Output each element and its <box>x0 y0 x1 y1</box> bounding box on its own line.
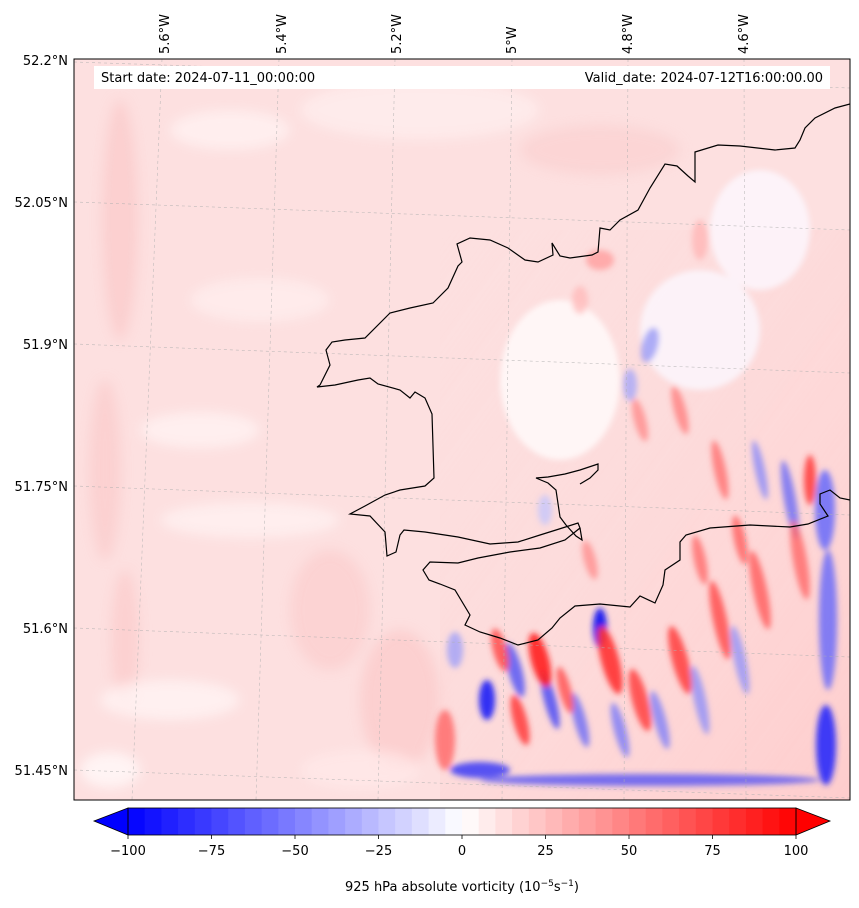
colorbar-segment <box>228 808 246 835</box>
colorbar-segment <box>712 808 730 835</box>
colorbar-segment <box>428 808 446 835</box>
lon-label-4-8w: 4.8°W <box>621 14 636 54</box>
colorbar-segment <box>612 808 630 835</box>
colorbar-segment <box>729 808 747 835</box>
lat-label-52-05n: 52.05°N <box>15 196 68 211</box>
colorbar-tick-label: −75 <box>198 844 225 859</box>
colorbar-segment <box>178 808 196 835</box>
colorbar-tick-label: 100 <box>784 844 809 859</box>
lat-label-52-2n: 52.2°N <box>23 54 68 69</box>
colorbar-title: 925 hPa absolute vorticity (10−5s−1) <box>345 879 579 895</box>
coastline <box>316 103 850 646</box>
colorbar-segment <box>395 808 413 835</box>
colorbar-segment <box>695 808 713 835</box>
colorbar-segment <box>311 808 329 835</box>
colorbar: −100 −75 −50 −25 0 25 50 75 100 925 hPa absolute… <box>92 807 832 895</box>
lat-label-51-75n: 51.75°N <box>15 480 68 495</box>
lat-label-51-9n: 51.9°N <box>23 338 68 353</box>
lat-label-51-6n: 51.6°N <box>23 622 68 637</box>
vorticity-field-streaks <box>435 170 837 786</box>
colorbar-segment <box>378 808 396 835</box>
colorbar-tick-label: 50 <box>621 844 638 859</box>
start-date-text: Start date: 2024-07-11_00:00:00 <box>101 71 315 86</box>
lon-label-5-6w: 5.6°W <box>158 14 173 54</box>
colorbar-segment <box>144 808 162 835</box>
colorbar-segment <box>762 808 780 835</box>
colorbar-segment <box>745 808 764 835</box>
lon-label-5w: 5°W <box>505 26 520 54</box>
lon-label-5-4w: 5.4°W <box>275 14 290 54</box>
gridlines <box>74 59 850 800</box>
colorbar-tick-label: −50 <box>281 844 308 859</box>
colorbar-segment <box>679 808 697 835</box>
colorbar-segment <box>295 808 313 835</box>
vorticity-field-smooth <box>80 80 680 790</box>
colorbar-segment <box>211 808 229 835</box>
colorbar-max-extend <box>795 807 832 836</box>
colorbar-segment <box>128 808 146 835</box>
colorbar-segment <box>161 808 179 835</box>
colorbar-segment <box>645 808 663 835</box>
latitude-labels: 52.2°N 52.05°N 51.9°N 51.75°N 51.6°N 51.… <box>15 54 68 779</box>
colorbar-segment <box>562 808 580 835</box>
colorbar-segment <box>545 808 563 835</box>
colorbar-segment <box>244 808 263 835</box>
longitude-labels: 5.6°W 5.4°W 5.2°W 5°W 4.8°W 4.6°W <box>158 14 752 54</box>
colorbar-segment <box>779 808 797 835</box>
colorbar-tick-label: 25 <box>537 844 554 859</box>
colorbar-segment <box>345 808 363 835</box>
valid-date-text: Valid_date: 2024-07-12T16:00:00.00 <box>585 71 823 86</box>
colorbar-segment <box>662 808 680 835</box>
colorbar-tick-label: 75 <box>704 844 721 859</box>
colorbar-segment <box>278 808 296 835</box>
colorbar-segments <box>128 808 797 835</box>
coastline-inlet <box>535 463 599 542</box>
colorbar-tick-label: −25 <box>365 844 392 859</box>
colorbar-segment <box>595 808 613 835</box>
map-panel: Start date: 2024-07-11_00:00:00 Valid_da… <box>74 59 850 800</box>
lon-label-5-2w: 5.2°W <box>390 14 405 54</box>
lat-label-51-45n: 51.45°N <box>15 764 68 779</box>
lon-label-4-6w: 4.6°W <box>737 14 752 54</box>
colorbar-segment <box>462 808 480 835</box>
colorbar-segment <box>495 808 513 835</box>
colorbar-segment <box>361 808 379 835</box>
colorbar-segment <box>194 808 212 835</box>
map-frame <box>73 58 851 801</box>
colorbar-segment <box>528 808 546 835</box>
colorbar-tick-label: −100 <box>110 844 146 859</box>
colorbar-segment <box>629 808 647 835</box>
colorbar-segment <box>512 808 530 835</box>
colorbar-segment <box>478 808 496 835</box>
header-box <box>94 66 830 89</box>
colorbar-segment <box>445 808 463 835</box>
colorbar-ticks: −100 −75 −50 −25 0 25 50 75 100 <box>110 835 808 859</box>
colorbar-tick-label: 0 <box>458 844 466 859</box>
colorbar-segment <box>578 808 597 835</box>
colorbar-segment <box>411 808 430 835</box>
colorbar-segment <box>328 808 346 835</box>
colorbar-segment <box>261 808 279 835</box>
colorbar-min-extend <box>92 807 129 836</box>
